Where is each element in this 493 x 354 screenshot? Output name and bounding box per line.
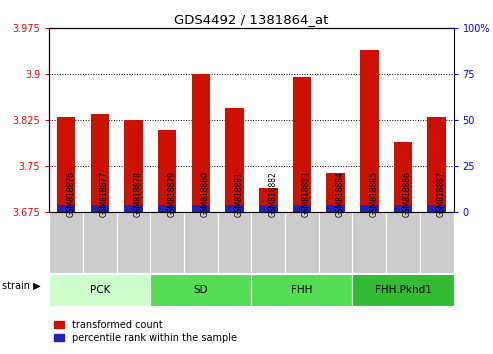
Bar (319, 212, 352, 273)
Text: GSM818880: GSM818880 (201, 171, 210, 217)
Bar (360, 50, 379, 205)
Text: GSM818877: GSM818877 (100, 171, 109, 217)
Bar (427, 117, 446, 205)
Bar (150, 212, 184, 273)
Bar (83, 212, 117, 273)
Bar (158, 130, 176, 205)
Title: GDS4492 / 1381864_at: GDS4492 / 1381864_at (174, 13, 329, 26)
Bar (259, 205, 278, 212)
Text: strain ▶: strain ▶ (2, 280, 41, 290)
Text: SD: SD (194, 285, 208, 295)
Bar (326, 172, 345, 205)
Bar (394, 205, 412, 212)
Bar (192, 205, 210, 212)
Legend: transformed count, percentile rank within the sample: transformed count, percentile rank withi… (54, 320, 237, 343)
Bar (259, 188, 278, 205)
Bar (352, 212, 386, 273)
Bar (225, 108, 244, 205)
Bar (386, 212, 420, 273)
Bar (57, 205, 75, 212)
Text: GSM818883: GSM818883 (302, 171, 311, 217)
Text: GSM818881: GSM818881 (235, 171, 244, 217)
Bar (91, 205, 109, 212)
Text: GSM818885: GSM818885 (369, 171, 378, 217)
Bar (184, 212, 218, 273)
Text: GSM818878: GSM818878 (134, 171, 142, 217)
Text: GSM818882: GSM818882 (268, 171, 277, 217)
Bar (285, 212, 319, 273)
Bar (251, 274, 352, 306)
Text: PCK: PCK (90, 285, 110, 295)
Bar (293, 78, 311, 205)
Text: GSM818887: GSM818887 (437, 171, 446, 217)
Bar (57, 117, 75, 205)
Bar (225, 205, 244, 212)
Text: GSM818879: GSM818879 (167, 171, 176, 217)
Bar (49, 212, 83, 273)
Bar (117, 212, 150, 273)
Text: GSM818886: GSM818886 (403, 171, 412, 217)
Bar (192, 74, 210, 205)
Bar (218, 212, 251, 273)
Bar (352, 274, 454, 306)
Text: GSM818884: GSM818884 (336, 171, 345, 217)
Bar (360, 205, 379, 212)
Bar (326, 205, 345, 212)
Bar (427, 205, 446, 212)
Text: GSM818876: GSM818876 (66, 171, 75, 217)
Text: FHH: FHH (291, 285, 313, 295)
Bar (420, 212, 454, 273)
Bar (158, 205, 176, 212)
Bar (49, 274, 150, 306)
Bar (124, 205, 143, 212)
Bar (150, 274, 251, 306)
Text: FHH.Pkhd1: FHH.Pkhd1 (375, 285, 431, 295)
Bar (91, 114, 109, 205)
Bar (394, 142, 412, 205)
Bar (251, 212, 285, 273)
Bar (124, 120, 143, 205)
Bar (293, 205, 311, 212)
